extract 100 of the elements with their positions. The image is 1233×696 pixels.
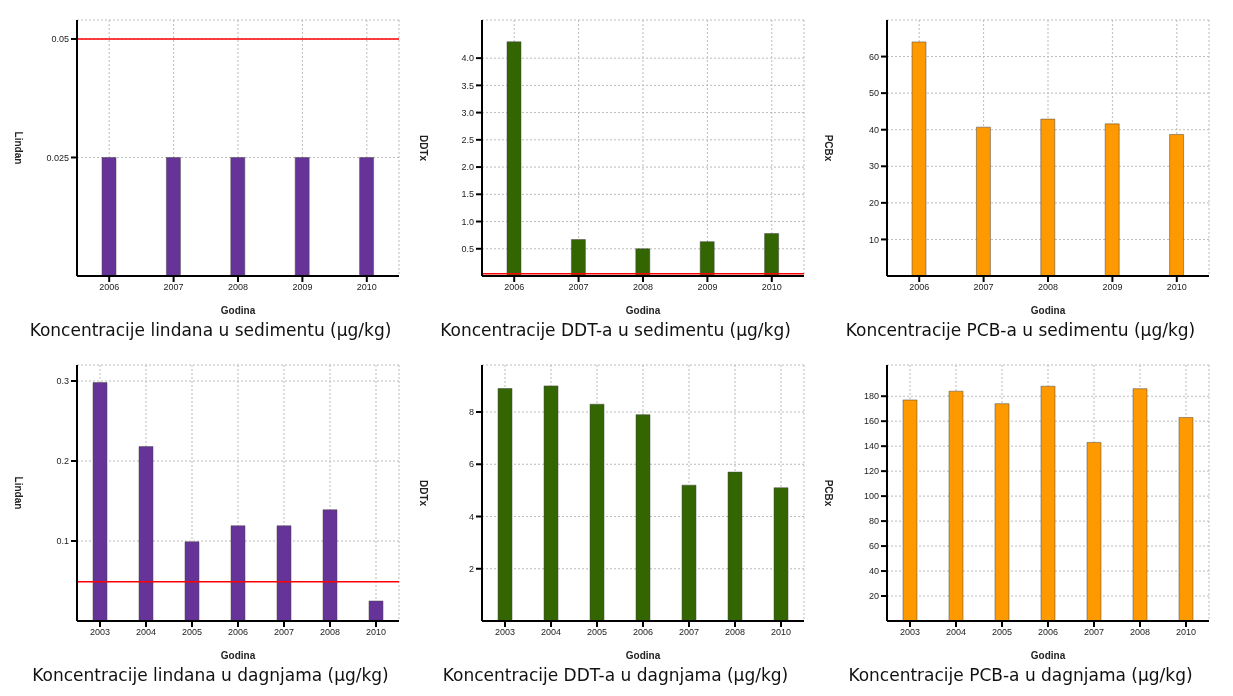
y-tick-label: 4.0 bbox=[460, 53, 474, 64]
x-axis-title: Godina bbox=[220, 305, 256, 316]
y-tick-label: 8 bbox=[468, 407, 474, 418]
y-tick-label: 0.05 bbox=[50, 34, 69, 45]
y-tick-label: 2.5 bbox=[460, 135, 474, 146]
x-tick-label: 2010 bbox=[1166, 282, 1187, 293]
y-tick-label: 3.0 bbox=[460, 107, 474, 118]
y-tick-label: 30 bbox=[868, 161, 879, 172]
y-tick-label: 0.2 bbox=[55, 456, 69, 467]
y-axis-title: DDTx bbox=[417, 479, 429, 507]
x-tick-label: 2008 bbox=[1129, 627, 1150, 638]
x-tick-label: 2006 bbox=[98, 282, 119, 293]
bar bbox=[570, 239, 586, 276]
y-tick-label: 180 bbox=[863, 391, 879, 402]
x-tick-label: 2010 bbox=[761, 282, 782, 293]
y-tick-label: 10 bbox=[868, 234, 879, 245]
y-tick-label: 2.0 bbox=[460, 162, 474, 173]
bar bbox=[589, 403, 604, 621]
bar bbox=[368, 600, 383, 621]
y-tick-label: 20 bbox=[868, 198, 879, 209]
y-tick-label: 3.5 bbox=[460, 80, 474, 91]
text: Koncentracije PCB-a u dagnjama (µg/kg) bbox=[848, 665, 1193, 685]
x-tick-label: 2006 bbox=[227, 627, 248, 638]
y-tick-label: 80 bbox=[868, 516, 879, 527]
y-tick-label: 160 bbox=[863, 416, 879, 427]
y-tick-label: 0.5 bbox=[460, 243, 474, 254]
y-tick-label: 1.0 bbox=[460, 216, 474, 227]
x-tick-label: 2008 bbox=[632, 282, 653, 293]
x-tick-label: 2003 bbox=[89, 627, 110, 638]
y-tick-label: 0.025 bbox=[45, 152, 69, 163]
x-tick-label: 2005 bbox=[586, 627, 607, 638]
x-tick-label: 2010 bbox=[770, 627, 791, 638]
x-tick-label: 2004 bbox=[540, 627, 561, 638]
x-tick-label: 2008 bbox=[724, 627, 745, 638]
y-tick-label: 4 bbox=[468, 511, 474, 522]
bar bbox=[184, 541, 199, 621]
text: Koncentracije lindana u sedimentu (µg/kg) bbox=[29, 320, 392, 340]
bar bbox=[322, 509, 337, 621]
x-tick-label: 2009 bbox=[291, 282, 312, 293]
x-tick-label: 2008 bbox=[227, 282, 248, 293]
bar bbox=[1168, 134, 1184, 276]
y-tick-label: 40 bbox=[868, 566, 879, 577]
x-tick-label: 2008 bbox=[319, 627, 340, 638]
bar bbox=[763, 233, 779, 276]
bar bbox=[699, 241, 714, 276]
y-tick-label: 20 bbox=[868, 591, 879, 602]
y-axis-title: PCBx bbox=[822, 134, 834, 162]
x-tick-label: 2007 bbox=[163, 282, 184, 293]
x-tick-label: 2005 bbox=[991, 627, 1012, 638]
y-tick-label: 60 bbox=[868, 541, 879, 552]
bar bbox=[1104, 123, 1119, 276]
y-tick-label: 1.5 bbox=[460, 189, 474, 200]
x-tick-label: 2004 bbox=[945, 627, 966, 638]
bar bbox=[773, 487, 788, 621]
x-axis-title: Godina bbox=[625, 650, 661, 661]
bar bbox=[635, 248, 650, 276]
y-tick-label: 120 bbox=[863, 466, 879, 477]
y-tick-label: 0.3 bbox=[55, 376, 69, 387]
x-tick-label: 2007 bbox=[973, 282, 994, 293]
x-tick-label: 2005 bbox=[181, 627, 202, 638]
y-tick-label: 40 bbox=[868, 124, 879, 135]
text: Koncentracije DDT-a u dagnjama (µg/kg) bbox=[442, 665, 789, 685]
text: Koncentracije PCB-a u sedimentu (µg/kg) bbox=[845, 320, 1196, 340]
x-tick-label: 2006 bbox=[632, 627, 653, 638]
x-tick-label: 2007 bbox=[568, 282, 589, 293]
y-tick-label: 50 bbox=[868, 88, 879, 99]
bar bbox=[92, 382, 107, 621]
x-tick-label: 2003 bbox=[899, 627, 920, 638]
bar bbox=[506, 41, 521, 276]
bar bbox=[1040, 118, 1055, 276]
y-tick-label: 100 bbox=[863, 491, 879, 502]
x-axis-title: Godina bbox=[1030, 305, 1066, 316]
bar bbox=[681, 484, 696, 621]
y-axis-title: PCBx bbox=[822, 479, 834, 507]
y-axis-title: Lindan bbox=[12, 476, 24, 510]
x-tick-label: 2003 bbox=[494, 627, 515, 638]
x-tick-label: 2004 bbox=[135, 627, 156, 638]
bar bbox=[230, 525, 245, 621]
bar bbox=[635, 414, 650, 621]
x-tick-label: 2006 bbox=[503, 282, 524, 293]
y-tick-label: 140 bbox=[863, 441, 879, 452]
x-tick-label: 2009 bbox=[696, 282, 717, 293]
x-tick-label: 2009 bbox=[1101, 282, 1122, 293]
x-tick-label: 2007 bbox=[678, 627, 699, 638]
bar bbox=[975, 126, 991, 276]
bar bbox=[727, 471, 742, 621]
text: Koncentracije DDT-a u sedimentu (µg/kg) bbox=[440, 320, 791, 340]
bar bbox=[497, 388, 512, 621]
x-tick-label: 2010 bbox=[1175, 627, 1196, 638]
x-tick-label: 2007 bbox=[273, 627, 294, 638]
x-tick-label: 2006 bbox=[908, 282, 929, 293]
x-tick-label: 2010 bbox=[356, 282, 377, 293]
x-axis-title: Godina bbox=[1030, 650, 1066, 661]
x-axis-title: Godina bbox=[625, 305, 661, 316]
y-tick-label: 60 bbox=[868, 51, 879, 62]
y-axis-title: DDTx bbox=[417, 134, 429, 162]
text: Koncentracije lindana u dagnjama (µg/kg) bbox=[32, 665, 389, 685]
x-tick-label: 2007 bbox=[1083, 627, 1104, 638]
bar bbox=[543, 385, 558, 621]
y-axis-title: Lindan bbox=[12, 131, 24, 165]
